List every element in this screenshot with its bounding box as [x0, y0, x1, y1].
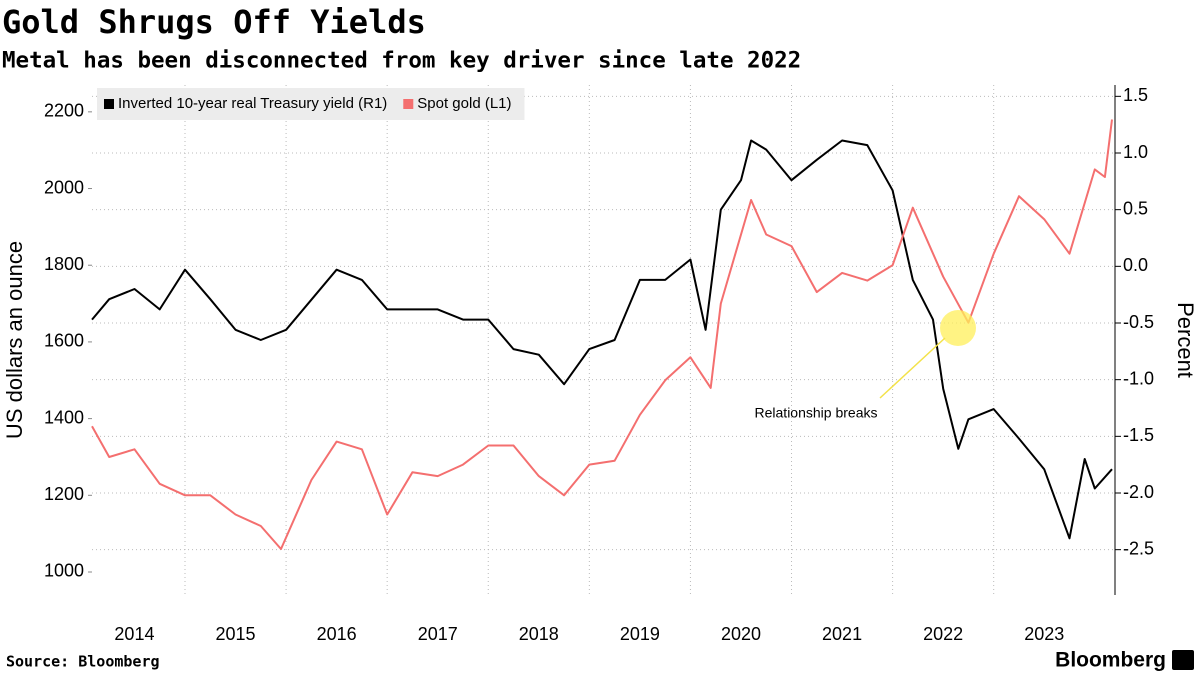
y-tick-label: 1200: [44, 484, 84, 504]
x-tick-label: 2014: [114, 624, 154, 644]
y-tick-label: 1800: [44, 254, 84, 274]
legend: Inverted 10-year real Treasury yield (R1…: [97, 88, 525, 120]
series-line: [91, 139, 1113, 540]
y-tick-label: 1000: [44, 561, 84, 581]
y2-tick-label: -1.0: [1123, 368, 1154, 388]
y2-tick-label: -1.5: [1123, 425, 1154, 445]
y2-tick-label: 1.5: [1123, 85, 1148, 105]
y2-tick-label: 0.5: [1123, 198, 1148, 218]
x-tick-label: 2020: [721, 624, 761, 644]
y2-tick-label: 1.0: [1123, 142, 1148, 162]
x-tick-label: 2023: [1024, 624, 1064, 644]
x-tick-label: 2022: [923, 624, 963, 644]
x-tick-label: 2015: [216, 624, 256, 644]
brand: Bloomberg: [1055, 649, 1166, 672]
y-tick-label: 1600: [44, 331, 84, 351]
y-axis-label: US dollars an ounce: [2, 241, 27, 439]
x-tick-label: 2017: [418, 624, 458, 644]
y2-tick-label: 0.0: [1123, 255, 1148, 275]
x-tick-label: 2018: [519, 624, 559, 644]
brand-icon: [1172, 650, 1194, 670]
source: Source: Bloomberg: [6, 653, 160, 671]
y-tick-label: 1400: [44, 407, 84, 427]
y-tick-label: 2200: [44, 101, 84, 121]
y2-tick-label: -0.5: [1123, 312, 1154, 332]
legend-swatch: [403, 99, 414, 109]
legend-swatch: [104, 99, 114, 109]
annotation: Relationship breaks: [755, 405, 878, 421]
grid: 2014 2015 2016 2017 2018 2019 2020 2021 2022 2023…: [44, 85, 1154, 644]
y2-tick-label: -2.0: [1123, 482, 1154, 502]
legend-label: Spot gold (L1): [417, 95, 511, 112]
chart-title: Gold Shrugs Off Yields: [2, 3, 426, 41]
legend-background: [97, 88, 525, 120]
highlight-circle: [940, 310, 976, 346]
x-tick-label: 2021: [822, 624, 862, 644]
annotation-arrow: [879, 337, 946, 399]
y-tick-label: 2000: [44, 177, 84, 197]
chart-subtitle: Metal has been disconnected from key dri…: [2, 48, 801, 74]
x-tick-label: 2019: [620, 624, 660, 644]
y2-tick-label: -2.5: [1123, 538, 1154, 558]
x-tick-label: 2016: [317, 624, 357, 644]
legend-label: Inverted 10-year real Treasury yield (R1…: [118, 95, 387, 112]
y2-axis-label: Percent: [1173, 302, 1198, 378]
